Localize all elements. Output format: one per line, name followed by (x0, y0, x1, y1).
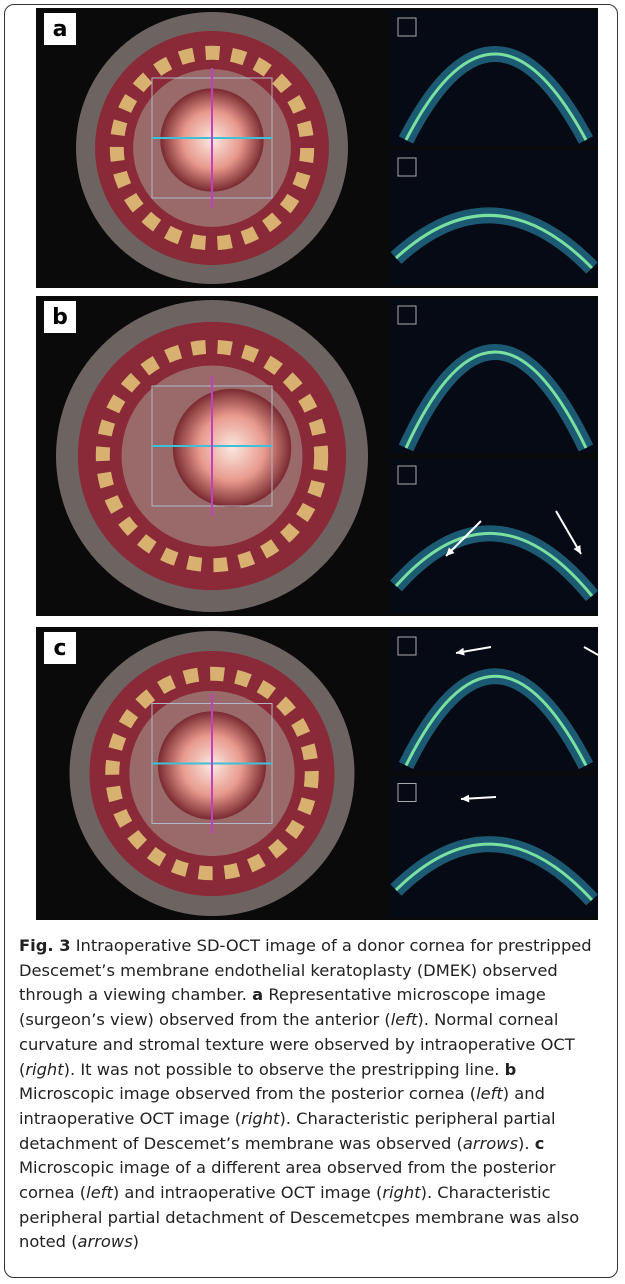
caption-run: a (252, 985, 264, 1005)
caption-run: ) and intraoperative OCT image ( (112, 1183, 383, 1203)
oct-icon (397, 17, 417, 37)
oct-icon (397, 783, 417, 802)
caption-run: ). Characteristic peripheral partial det… (19, 1108, 556, 1153)
panel: c (36, 627, 598, 920)
oct-icon (397, 157, 417, 177)
oct-arc (404, 674, 588, 767)
oct-icon (397, 305, 417, 325)
oct-arc (404, 350, 588, 449)
panel-label: b (52, 305, 68, 330)
pupil (172, 388, 292, 508)
label-box (44, 301, 76, 333)
caption-run: arrows (462, 1133, 519, 1153)
panel-label: a (53, 17, 68, 42)
arrow-head (456, 647, 465, 656)
caption-run: Microscopic image of a different area ob… (19, 1158, 556, 1203)
caption-run: Representative microscope image (surgeon… (19, 985, 546, 1030)
caption-run: Microscopic image observed from the post… (19, 1084, 477, 1104)
oct-arc (404, 52, 588, 141)
arrow (583, 646, 598, 657)
oct-arc (394, 214, 594, 270)
panel-label: c (53, 636, 66, 661)
label-box (44, 632, 76, 664)
arrow (555, 510, 582, 555)
caption: Fig. 3 Intraoperative SD-OCT image of a … (19, 934, 609, 1255)
arrow-head (573, 545, 581, 554)
label-box (44, 13, 76, 45)
caption-run: left (476, 1084, 503, 1104)
caption-run: ) and intraoperative OCT image ( (19, 1084, 545, 1128)
caption-run: ). It was not possible to observe the pr… (63, 1059, 505, 1079)
arrow-head (461, 794, 470, 803)
arrow (445, 520, 482, 557)
caption-run: Intraoperative SD-OCT image of a donor c… (19, 936, 592, 1005)
eye-ring (95, 339, 329, 573)
caption-run: arrows (77, 1232, 133, 1252)
caption-run: left (86, 1183, 113, 1203)
caption-run: ) (132, 1232, 140, 1252)
panel: a (36, 8, 598, 288)
figure-frame (4, 4, 618, 1278)
eye-ring (109, 45, 315, 251)
oct-pane (390, 629, 598, 772)
caption-run: right (241, 1108, 280, 1128)
caption-run: right (382, 1183, 421, 1203)
arrow-head (446, 547, 455, 556)
caption-run: ). Characteristic peripheral partial det… (19, 1183, 580, 1252)
caption-run: ). (518, 1133, 535, 1153)
caption-run: Fig. 3 (19, 936, 71, 955)
caption-run: left (390, 1010, 418, 1030)
caption-run: b (504, 1059, 517, 1079)
caption-run: c (534, 1133, 545, 1153)
oct-arc (394, 531, 594, 597)
oct-icon (397, 636, 417, 656)
caption-run: right (25, 1059, 64, 1079)
panel: b (36, 296, 598, 616)
oct-pane (390, 10, 598, 146)
oct-icon (397, 465, 417, 485)
eye-ring (105, 666, 319, 881)
caption-run: ). Normal corneal curvature and stromal … (19, 1010, 575, 1079)
oct-arc (394, 842, 594, 902)
